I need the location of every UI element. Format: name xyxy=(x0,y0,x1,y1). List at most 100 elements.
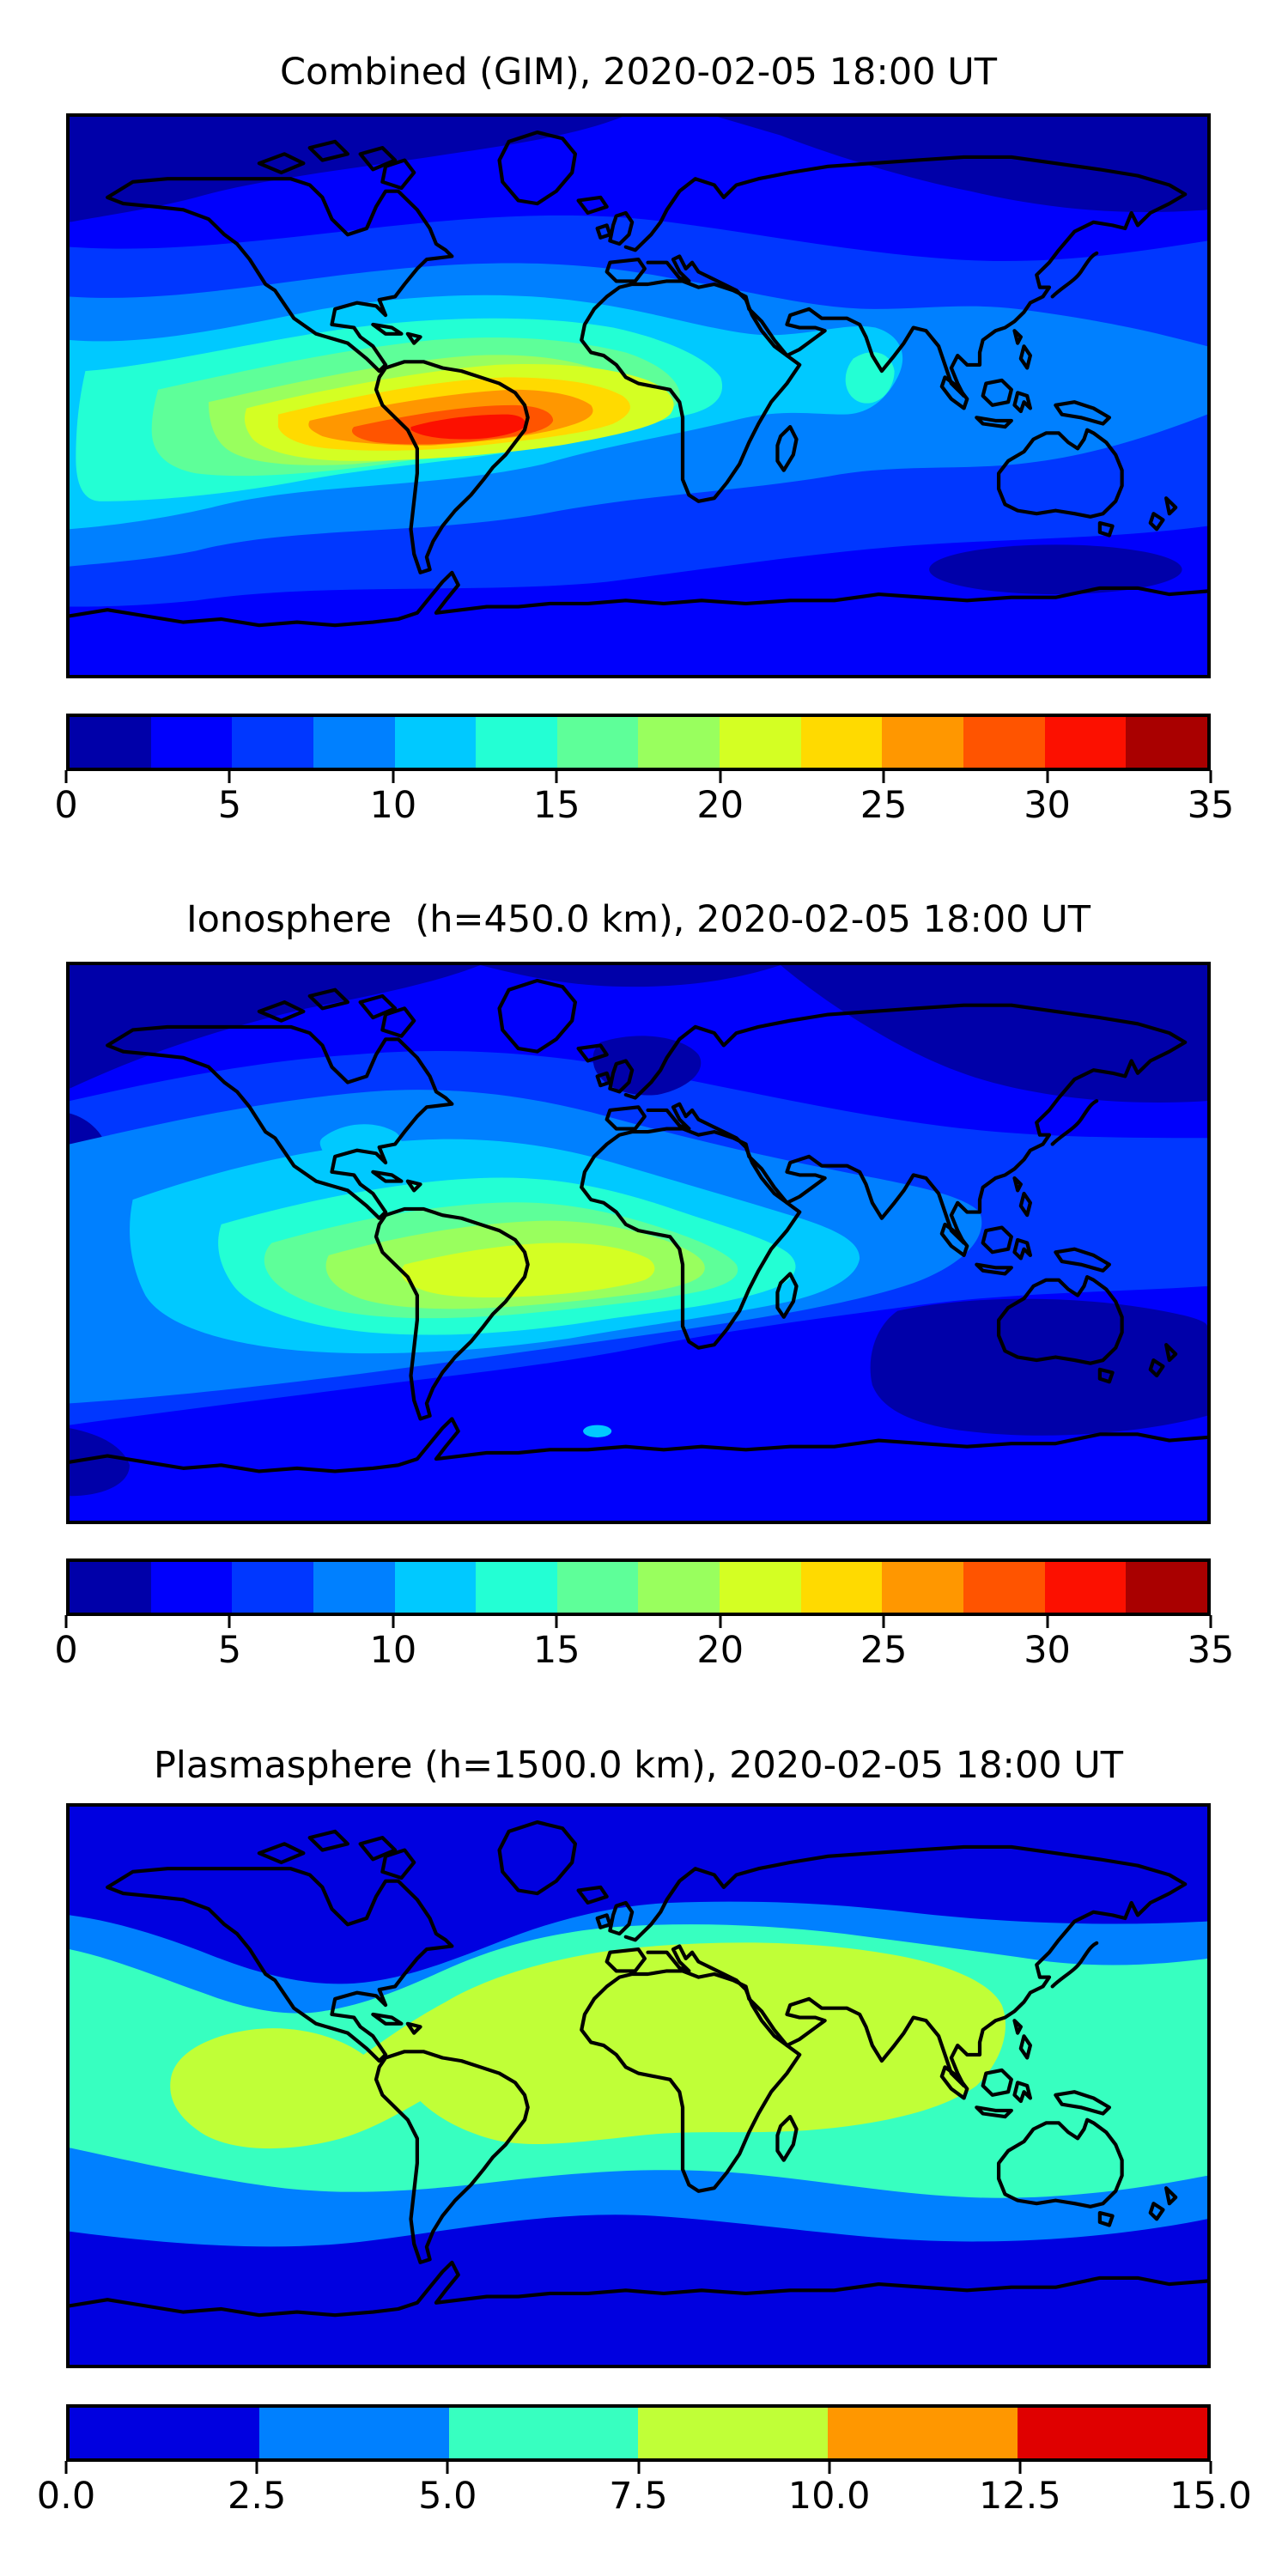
colorbar-tick-label: 15 xyxy=(532,784,580,827)
colorbar-tick-label: 30 xyxy=(1024,784,1071,827)
colorbar-segment xyxy=(70,2408,259,2458)
panel-title-combined: Combined (GIM), 2020-02-05 18:00 UT xyxy=(279,51,997,94)
colorbar-tick-label: 35 xyxy=(1187,1629,1235,1672)
colorbar-tick xyxy=(255,2461,258,2474)
colorbar-tick xyxy=(64,1615,68,1628)
contour-plot-plasmasphere xyxy=(70,1807,1207,2365)
contour-band-peak xyxy=(410,414,526,440)
colorbar-tick xyxy=(637,2461,640,2474)
colorbar-tick-label: 35 xyxy=(1187,784,1235,827)
colorbar-segment xyxy=(70,717,151,768)
colorbar-segment xyxy=(963,1562,1045,1613)
colorbar-segment xyxy=(258,2408,449,2458)
colorbar-segment xyxy=(800,1562,883,1613)
contour-band-min xyxy=(480,965,781,987)
colorbar-segment xyxy=(556,1562,639,1613)
colorbar-segment xyxy=(448,2408,639,2458)
contour-plot-ionosphere xyxy=(70,965,1207,1521)
colorbar-tick xyxy=(228,1615,231,1628)
colorbar-tick xyxy=(828,2461,831,2474)
colorbar-tick-label: 30 xyxy=(1024,1629,1071,1672)
contour-spot xyxy=(583,1425,612,1437)
colorbar-tick xyxy=(1046,1615,1049,1628)
colorbar-segment xyxy=(150,1562,233,1613)
colorbar-segment xyxy=(1018,2408,1207,2458)
colorbar-tick xyxy=(392,1615,395,1628)
panel-title-ionosphere: Ionosphere (h=450.0 km), 2020-02-05 18:0… xyxy=(185,898,1091,941)
colorbar-tick xyxy=(555,1615,558,1628)
colorbar-tick xyxy=(64,770,68,783)
colorbar-tick-label: 12.5 xyxy=(978,2475,1061,2518)
colorbar-tick xyxy=(1209,770,1212,783)
colorbar-segment xyxy=(394,1562,477,1613)
colorbar-segment xyxy=(232,717,313,768)
colorbar-tick xyxy=(882,1615,885,1628)
contour-band-min xyxy=(70,117,623,222)
colorbar-tick-label: 7.5 xyxy=(609,2475,668,2518)
colorbar-segment xyxy=(70,1562,151,1613)
colorbar-tick xyxy=(228,770,231,783)
colorbar-ticks-combined: 0 5 10 15 20 25 30 35 xyxy=(54,770,1234,839)
contour-band-min xyxy=(70,965,481,1089)
colorbar-tick xyxy=(64,2461,68,2474)
colorbar-tick-label: 15 xyxy=(532,1629,580,1672)
colorbar-segment xyxy=(638,717,720,768)
colorbar-tick-label: 5 xyxy=(217,784,242,827)
colorbar-tick-label: 0.0 xyxy=(36,2475,96,2518)
colorbar-tick xyxy=(555,770,558,783)
colorbar-tick-label: 10 xyxy=(369,784,417,827)
colorbar-segment xyxy=(232,1562,313,1613)
colorbar-segment xyxy=(882,1562,964,1613)
contour-plot-combined xyxy=(70,117,1207,675)
contour-band-min xyxy=(929,544,1182,595)
colorbar-tick xyxy=(719,1615,722,1628)
colorbar-plasmasphere xyxy=(66,2404,1211,2462)
colorbar-segment xyxy=(963,717,1045,768)
colorbar-tick xyxy=(446,2461,449,2474)
colorbar-tick xyxy=(1209,2461,1212,2474)
colorbar-tick-label: 10.0 xyxy=(787,2475,871,2518)
colorbar-segment xyxy=(476,1562,557,1613)
contour-band-peak xyxy=(170,1942,1005,2149)
colorbar-tick xyxy=(719,770,722,783)
colorbar-segment xyxy=(313,717,395,768)
colorbar-segment xyxy=(638,2408,829,2458)
colorbar-tick xyxy=(1209,1615,1212,1628)
colorbar-segment xyxy=(313,1562,395,1613)
colorbar-ticks-plasmasphere: 0.0 2.5 5.0 7.5 10.0 12.5 15.0 xyxy=(37,2461,1252,2530)
panel-title-plasmasphere: Plasmasphere (h=1500.0 km), 2020-02-05 1… xyxy=(153,1744,1124,1787)
colorbar-segment xyxy=(1126,717,1207,768)
colorbar-tick-label: 5.0 xyxy=(418,2475,477,2518)
map-combined xyxy=(66,113,1211,678)
colorbar-segment xyxy=(638,1562,720,1613)
colorbar-ticks-ionosphere: 0 5 10 15 20 25 30 35 xyxy=(54,1615,1234,1684)
colorbar-tick-label: 20 xyxy=(696,1629,744,1672)
colorbar-tick-label: 20 xyxy=(696,784,744,827)
colorbar-ionosphere xyxy=(66,1558,1211,1616)
contour-band-min xyxy=(70,1428,130,1497)
colorbar-tick xyxy=(1046,770,1049,783)
colorbar-tick-label: 5 xyxy=(217,1629,242,1672)
colorbar-segment xyxy=(720,1562,801,1613)
colorbar-segment xyxy=(1126,1562,1207,1613)
colorbar-segment xyxy=(720,717,801,768)
colorbar-segment xyxy=(828,2408,1018,2458)
colorbar-segment xyxy=(556,717,639,768)
colorbar-tick-label: 0 xyxy=(54,1629,78,1672)
colorbar-segment xyxy=(394,717,477,768)
colorbar-tick-label: 10 xyxy=(369,1629,417,1672)
colorbar-tick-label: 0 xyxy=(54,784,78,827)
contour-band-min xyxy=(781,965,1207,1103)
colorbar-tick-label: 2.5 xyxy=(227,2475,287,2518)
colorbar-tick xyxy=(1018,2461,1022,2474)
colorbar-tick xyxy=(392,770,395,783)
colorbar-segment xyxy=(1044,717,1127,768)
colorbar-segment xyxy=(150,717,233,768)
colorbar-segment xyxy=(476,717,557,768)
colorbar-combined xyxy=(66,714,1211,771)
contour-band-min xyxy=(717,117,1207,213)
colorbar-segment xyxy=(1044,1562,1127,1613)
contour-band-india xyxy=(845,352,895,404)
map-ionosphere xyxy=(66,962,1211,1524)
colorbar-tick-label: 25 xyxy=(860,784,908,827)
